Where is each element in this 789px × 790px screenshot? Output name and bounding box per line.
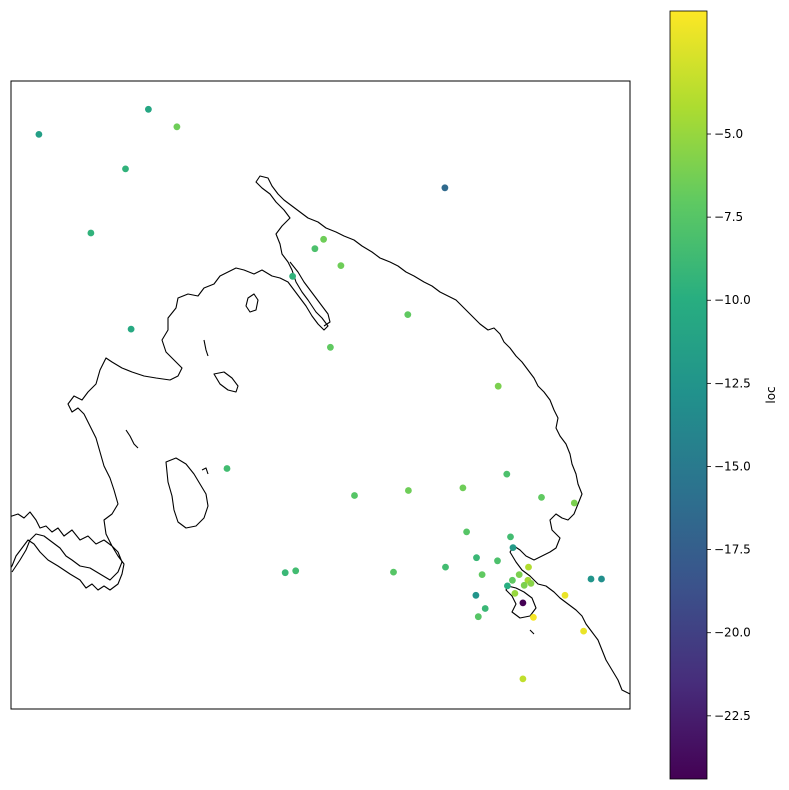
island-7	[529, 629, 535, 635]
colorbar-gradient	[669, 10, 708, 780]
island-3	[245, 293, 259, 313]
data-point	[527, 580, 535, 587]
colorbar: −5.0 −7.5 −10.0 −12.5 −15.0 −17.5 −20.0 −22.5 l…	[669, 10, 778, 780]
data-point	[598, 575, 605, 583]
data-point	[511, 590, 519, 597]
data-point	[463, 528, 470, 536]
data-point	[587, 575, 595, 583]
data-point	[337, 262, 345, 269]
data-point	[481, 605, 489, 612]
data-point	[289, 272, 296, 280]
data-point	[519, 675, 527, 683]
data-point	[478, 571, 486, 578]
data-point	[504, 582, 511, 590]
data-point	[509, 544, 517, 551]
island-2	[213, 371, 239, 393]
island-4	[125, 429, 139, 449]
data-point	[494, 557, 501, 565]
data-point	[127, 325, 135, 333]
data-point	[474, 613, 482, 621]
data-point	[320, 235, 327, 243]
data-point	[507, 533, 514, 541]
data-point	[580, 627, 587, 635]
colorbar-label: loc	[764, 386, 778, 403]
colorbar-tick-label: −22.5	[714, 709, 751, 723]
map-axes	[10, 80, 631, 710]
colorbar-tick-label: −15.0	[714, 459, 751, 473]
colorbar-tick-label: −12.5	[714, 376, 751, 390]
coastline-peninsula	[505, 585, 537, 619]
data-point	[473, 554, 480, 562]
coastline-mainland	[11, 175, 630, 695]
data-point	[223, 465, 231, 472]
colorbar-tick-label: −17.5	[714, 543, 751, 557]
data-point	[538, 494, 545, 501]
data-point	[441, 184, 449, 192]
data-point	[87, 229, 95, 237]
data-point	[519, 599, 527, 607]
data-point	[570, 499, 578, 507]
island-5	[201, 467, 209, 475]
data-point	[390, 568, 397, 576]
data-point	[351, 492, 358, 499]
island-6	[203, 339, 209, 357]
colorbar-tick-label: −20.0	[714, 626, 751, 640]
colorbar-ticks: −5.0 −7.5 −10.0 −12.5 −15.0 −17.5 −20.0 −22.5	[707, 127, 751, 723]
data-point	[311, 245, 319, 253]
data-point	[509, 576, 516, 584]
data-point	[459, 484, 467, 492]
data-point	[404, 311, 412, 318]
data-point	[173, 123, 181, 131]
data-point	[494, 382, 502, 390]
island-1	[165, 457, 209, 529]
data-point	[525, 563, 532, 571]
data-point	[122, 165, 129, 173]
data-point	[442, 563, 449, 571]
colorbar-tick-label: −7.5	[714, 210, 743, 224]
data-point	[503, 470, 511, 478]
colorbar-tick-label: −10.0	[714, 293, 751, 307]
coastline-fjord	[289, 261, 331, 327]
data-point	[327, 343, 334, 351]
data-point	[515, 571, 523, 578]
colorbar-tick-label: −5.0	[714, 127, 743, 141]
data-point	[520, 581, 528, 589]
data-point	[405, 487, 412, 494]
data-point	[145, 105, 152, 113]
data-point	[281, 569, 289, 577]
scatter-points	[35, 105, 605, 683]
data-point	[472, 591, 480, 599]
coastline	[11, 175, 630, 695]
data-point	[292, 567, 300, 575]
data-point	[530, 613, 537, 621]
data-point	[35, 131, 43, 138]
data-point	[561, 591, 569, 599]
